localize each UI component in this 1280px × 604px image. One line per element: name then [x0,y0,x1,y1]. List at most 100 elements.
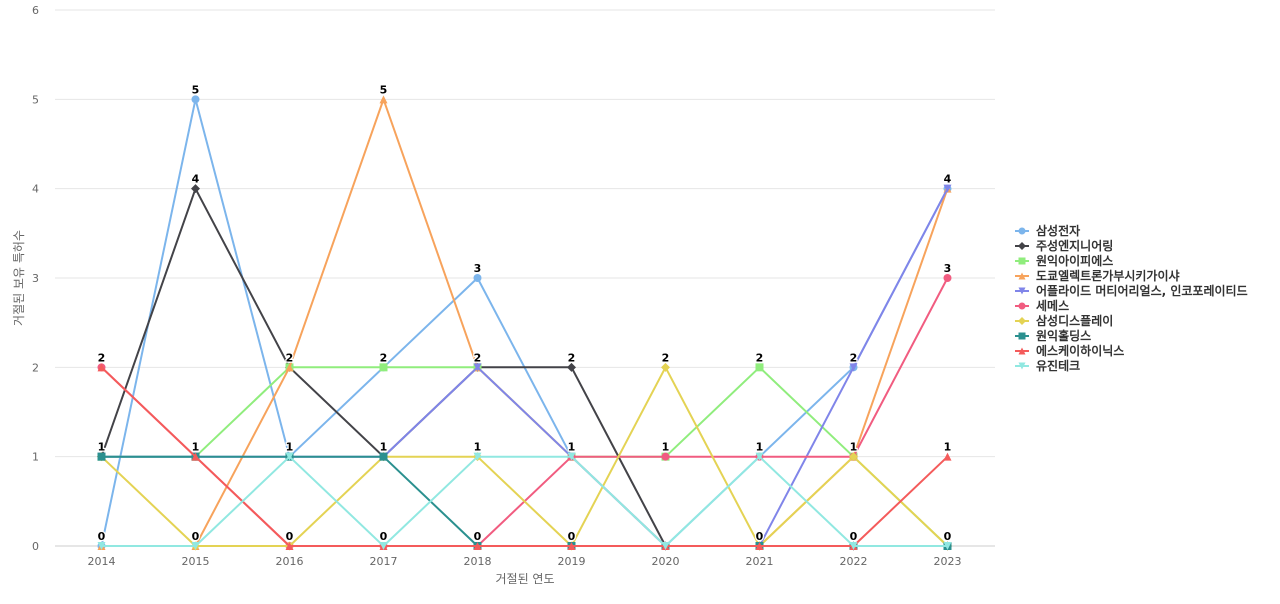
legend-symbol-icon [1018,332,1026,340]
legend-symbol-icon [1018,227,1026,235]
data-point [755,452,764,461]
series-lines [97,95,952,551]
x-tick-label: 2021 [746,555,774,568]
legend-label: 삼성디스플레이 [1036,313,1113,328]
data-point [567,452,576,461]
x-tick-label: 2016 [276,555,304,568]
data-label: 5 [380,83,388,96]
legend-symbol-icon [1018,362,1026,370]
data-point [943,184,952,193]
data-point [849,542,858,550]
legend-item[interactable]: 에스케이하이닉스 [1015,343,1124,358]
series-group [97,452,952,550]
data-point [849,452,858,462]
data-point [191,452,200,461]
data-point [191,542,200,550]
x-tick-label: 2015 [182,555,210,568]
legend-symbol-icon [1018,257,1026,265]
data-point [473,363,482,372]
legend-item[interactable]: 주성엔지니어링 [1015,238,1113,253]
y-tick-label: 6 [32,4,39,17]
legend-label: 주성엔지니어링 [1036,238,1113,253]
legend-item[interactable]: 세메스 [1015,298,1069,313]
y-tick-label: 4 [32,183,39,196]
data-labels: 2 1 0 5 4 1 0 2 1 0 5 2 1 0 3 2 1 0 2 1 0 2 1 2 1 0 2 1 0 4 3 1 0 [96,82,953,544]
data-point [755,363,764,372]
data-label: 1 [662,441,670,454]
data-point [473,452,482,461]
legend-label: 어플라이드 머티어리얼스, 인코포레이티드 [1036,283,1248,298]
legend-label: 삼성전자 [1036,223,1080,238]
y-tick-label: 2 [32,361,39,374]
legend-label: 원익아이피에스 [1036,253,1113,268]
y-axis-ticks: 0 1 2 3 4 5 6 [32,4,39,553]
data-label: 1 [944,441,952,454]
data-point [191,95,200,104]
data-point [379,95,388,104]
data-point [191,184,200,194]
x-axis-title: 거절된 연도 [495,572,554,586]
legend-item[interactable]: 유진테크 [1015,358,1080,373]
data-label: 3 [474,262,482,275]
legend-item[interactable]: 원익아이피에스 [1015,253,1113,268]
data-point [97,363,106,372]
legend-item[interactable]: 도쿄엘렉트론가부시키가이샤 [1015,268,1180,283]
legend-symbol-icon [1018,302,1026,310]
data-point [755,542,764,550]
x-tick-label: 2018 [464,555,492,568]
legend-symbol-icon [1018,242,1026,250]
y-axis-title: 거절된 보유 특허수 [12,230,26,326]
data-point [379,542,388,550]
data-point [379,452,388,461]
data-label: 0 [756,530,764,543]
legend-label: 유진테크 [1036,358,1080,373]
data-point [943,542,952,550]
series-line [101,455,948,547]
legend-item[interactable]: 삼성디스플레이 [1015,313,1113,328]
legend-item[interactable]: 어플라이드 머티어리얼스, 인코포레이티드 [1015,283,1248,298]
x-tick-label: 2014 [88,555,116,568]
series-group [97,95,952,550]
data-point [97,542,106,550]
data-point [379,363,388,372]
legend-symbol-icon [1018,317,1026,325]
series-group [97,95,952,550]
series-line [100,98,949,547]
data-point [285,452,294,461]
legend-item[interactable]: 삼성전자 [1015,223,1080,238]
data-label: 2 [662,351,670,364]
data-label: 1 [192,441,200,454]
data-point [661,542,670,550]
data-point [473,274,482,282]
data-label: 4 [192,173,200,186]
data-point [661,452,670,461]
data-label: 5 [192,83,200,96]
data-point [285,363,294,372]
data-label: 3 [944,262,952,275]
legend-label: 도쿄엘렉트론가부시키가이샤 [1036,268,1180,283]
data-label: 2 [568,351,576,364]
data-label: 1 [286,441,294,454]
legend-label: 에스케이하이닉스 [1036,343,1124,358]
legend-label: 원익홀딩스 [1036,328,1091,343]
legend-item[interactable]: 원익홀딩스 [1015,328,1091,343]
data-label: 1 [474,441,482,454]
x-axis-ticks: 2014 2015 2016 2017 2018 2019 2020 2021 2022 2023 [88,555,962,568]
data-label: 4 [944,173,952,186]
data-label: 1 [756,441,764,454]
y-tick-label: 5 [32,93,39,106]
data-label: 2 [756,351,764,364]
data-label: 2 [286,351,294,364]
y-tick-label: 0 [32,540,39,553]
data-point [661,362,670,372]
legend-symbol-icon [1018,272,1026,280]
data-label: 1 [380,441,388,454]
data-point [943,274,952,282]
data-label: 2 [474,351,482,364]
data-point [567,362,576,372]
data-label: 2 [850,351,858,364]
legend-symbol-icon [1018,287,1026,295]
